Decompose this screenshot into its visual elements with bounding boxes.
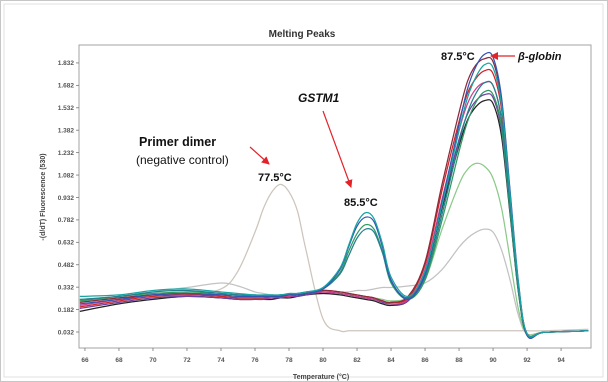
y-tick-label: 0.482 <box>58 262 75 269</box>
primer-dimer-label: Primer dimer <box>139 135 216 149</box>
y-tick-label: 0.932 <box>58 195 75 202</box>
y-tick-label: 0.782 <box>58 217 75 224</box>
x-axis-title: Temperature (°C) <box>293 373 349 381</box>
axis-ticks: 0.032 0.182 0.332 0.482 0.632 0.782 0.932 1.082… <box>58 60 565 364</box>
y-tick-label: 1.082 <box>58 172 75 179</box>
y-tick-label: 0.182 <box>58 307 75 314</box>
inner-frame <box>3 3 604 378</box>
series-line <box>79 228 589 336</box>
y-tick-label: 1.832 <box>58 60 75 67</box>
x-tick-label: 94 <box>557 357 565 364</box>
y-tick-label: 1.532 <box>58 105 75 112</box>
x-tick-label: 86 <box>421 357 429 364</box>
x-tick-label: 66 <box>81 357 89 364</box>
y-axis-title: -(d/dT) Fluorescence (530) <box>40 153 47 240</box>
x-tick-label: 90 <box>489 357 497 364</box>
x-tick-label: 78 <box>285 357 293 364</box>
x-tick-label: 76 <box>251 357 259 364</box>
y-tick-label: 1.682 <box>58 83 75 90</box>
x-tick-label: 88 <box>455 357 463 364</box>
beta-globin-label: β-globin <box>517 51 562 63</box>
y-tick-label: 0.332 <box>58 284 75 291</box>
series-lines <box>79 51 589 340</box>
x-tick-label: 80 <box>319 357 327 364</box>
gstm1-arrow <box>322 110 353 188</box>
y-tick-label: 1.232 <box>58 150 75 157</box>
x-tick-label: 70 <box>149 357 157 364</box>
x-tick-label: 82 <box>353 357 361 364</box>
gstm1-label: GSTM1 <box>298 91 340 105</box>
y-tick-label: 0.032 <box>58 329 75 336</box>
y-tick-label: 1.382 <box>58 128 75 135</box>
beta-globin-temp-label: 87.5°C <box>441 51 475 63</box>
gstm1-temp-label: 85.5°C <box>344 197 378 209</box>
x-tick-label: 84 <box>387 357 395 364</box>
negative-control-label: (negative control) <box>136 153 229 167</box>
x-tick-label: 72 <box>183 357 191 364</box>
series-line <box>79 183 589 333</box>
x-tick-label: 92 <box>523 357 531 364</box>
x-tick-label: 68 <box>115 357 123 364</box>
chart-title: Melting Peaks <box>269 29 336 40</box>
series-line <box>79 62 589 338</box>
x-tick-label: 74 <box>217 357 225 364</box>
primer-dimer-temp-label: 77.5°C <box>258 172 292 184</box>
primer-dimer-arrow <box>249 146 270 165</box>
y-tick-label: 0.632 <box>58 240 75 247</box>
series-line <box>79 51 589 340</box>
